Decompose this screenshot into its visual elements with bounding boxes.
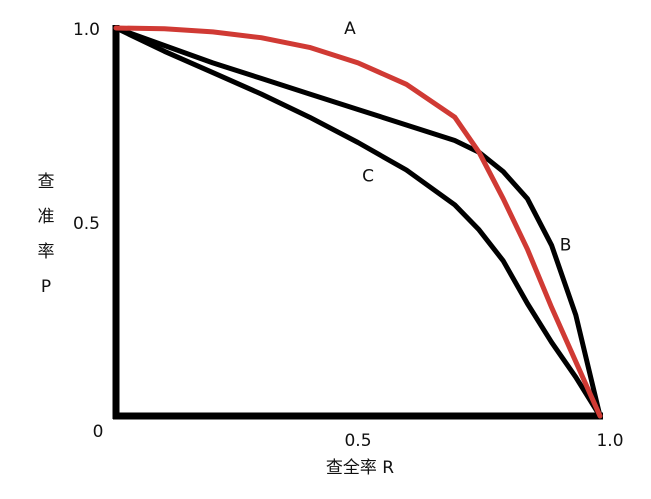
series-label: C — [362, 166, 374, 186]
y-tick-label: 0.5 — [73, 214, 100, 234]
series-label: A — [344, 19, 356, 39]
x-tick-label: 1.0 — [596, 431, 623, 451]
x-tick-label: 0 — [93, 422, 104, 442]
x-axis-label: 查全率 R — [326, 458, 394, 478]
curve — [113, 25, 603, 419]
y-tick-label: 1.0 — [73, 20, 100, 40]
y-axis-label: 查准率 P — [38, 172, 55, 297]
series-label: B — [560, 235, 572, 255]
curve — [113, 25, 603, 419]
curve — [113, 25, 603, 419]
x-tick-label: 0.5 — [344, 431, 371, 451]
